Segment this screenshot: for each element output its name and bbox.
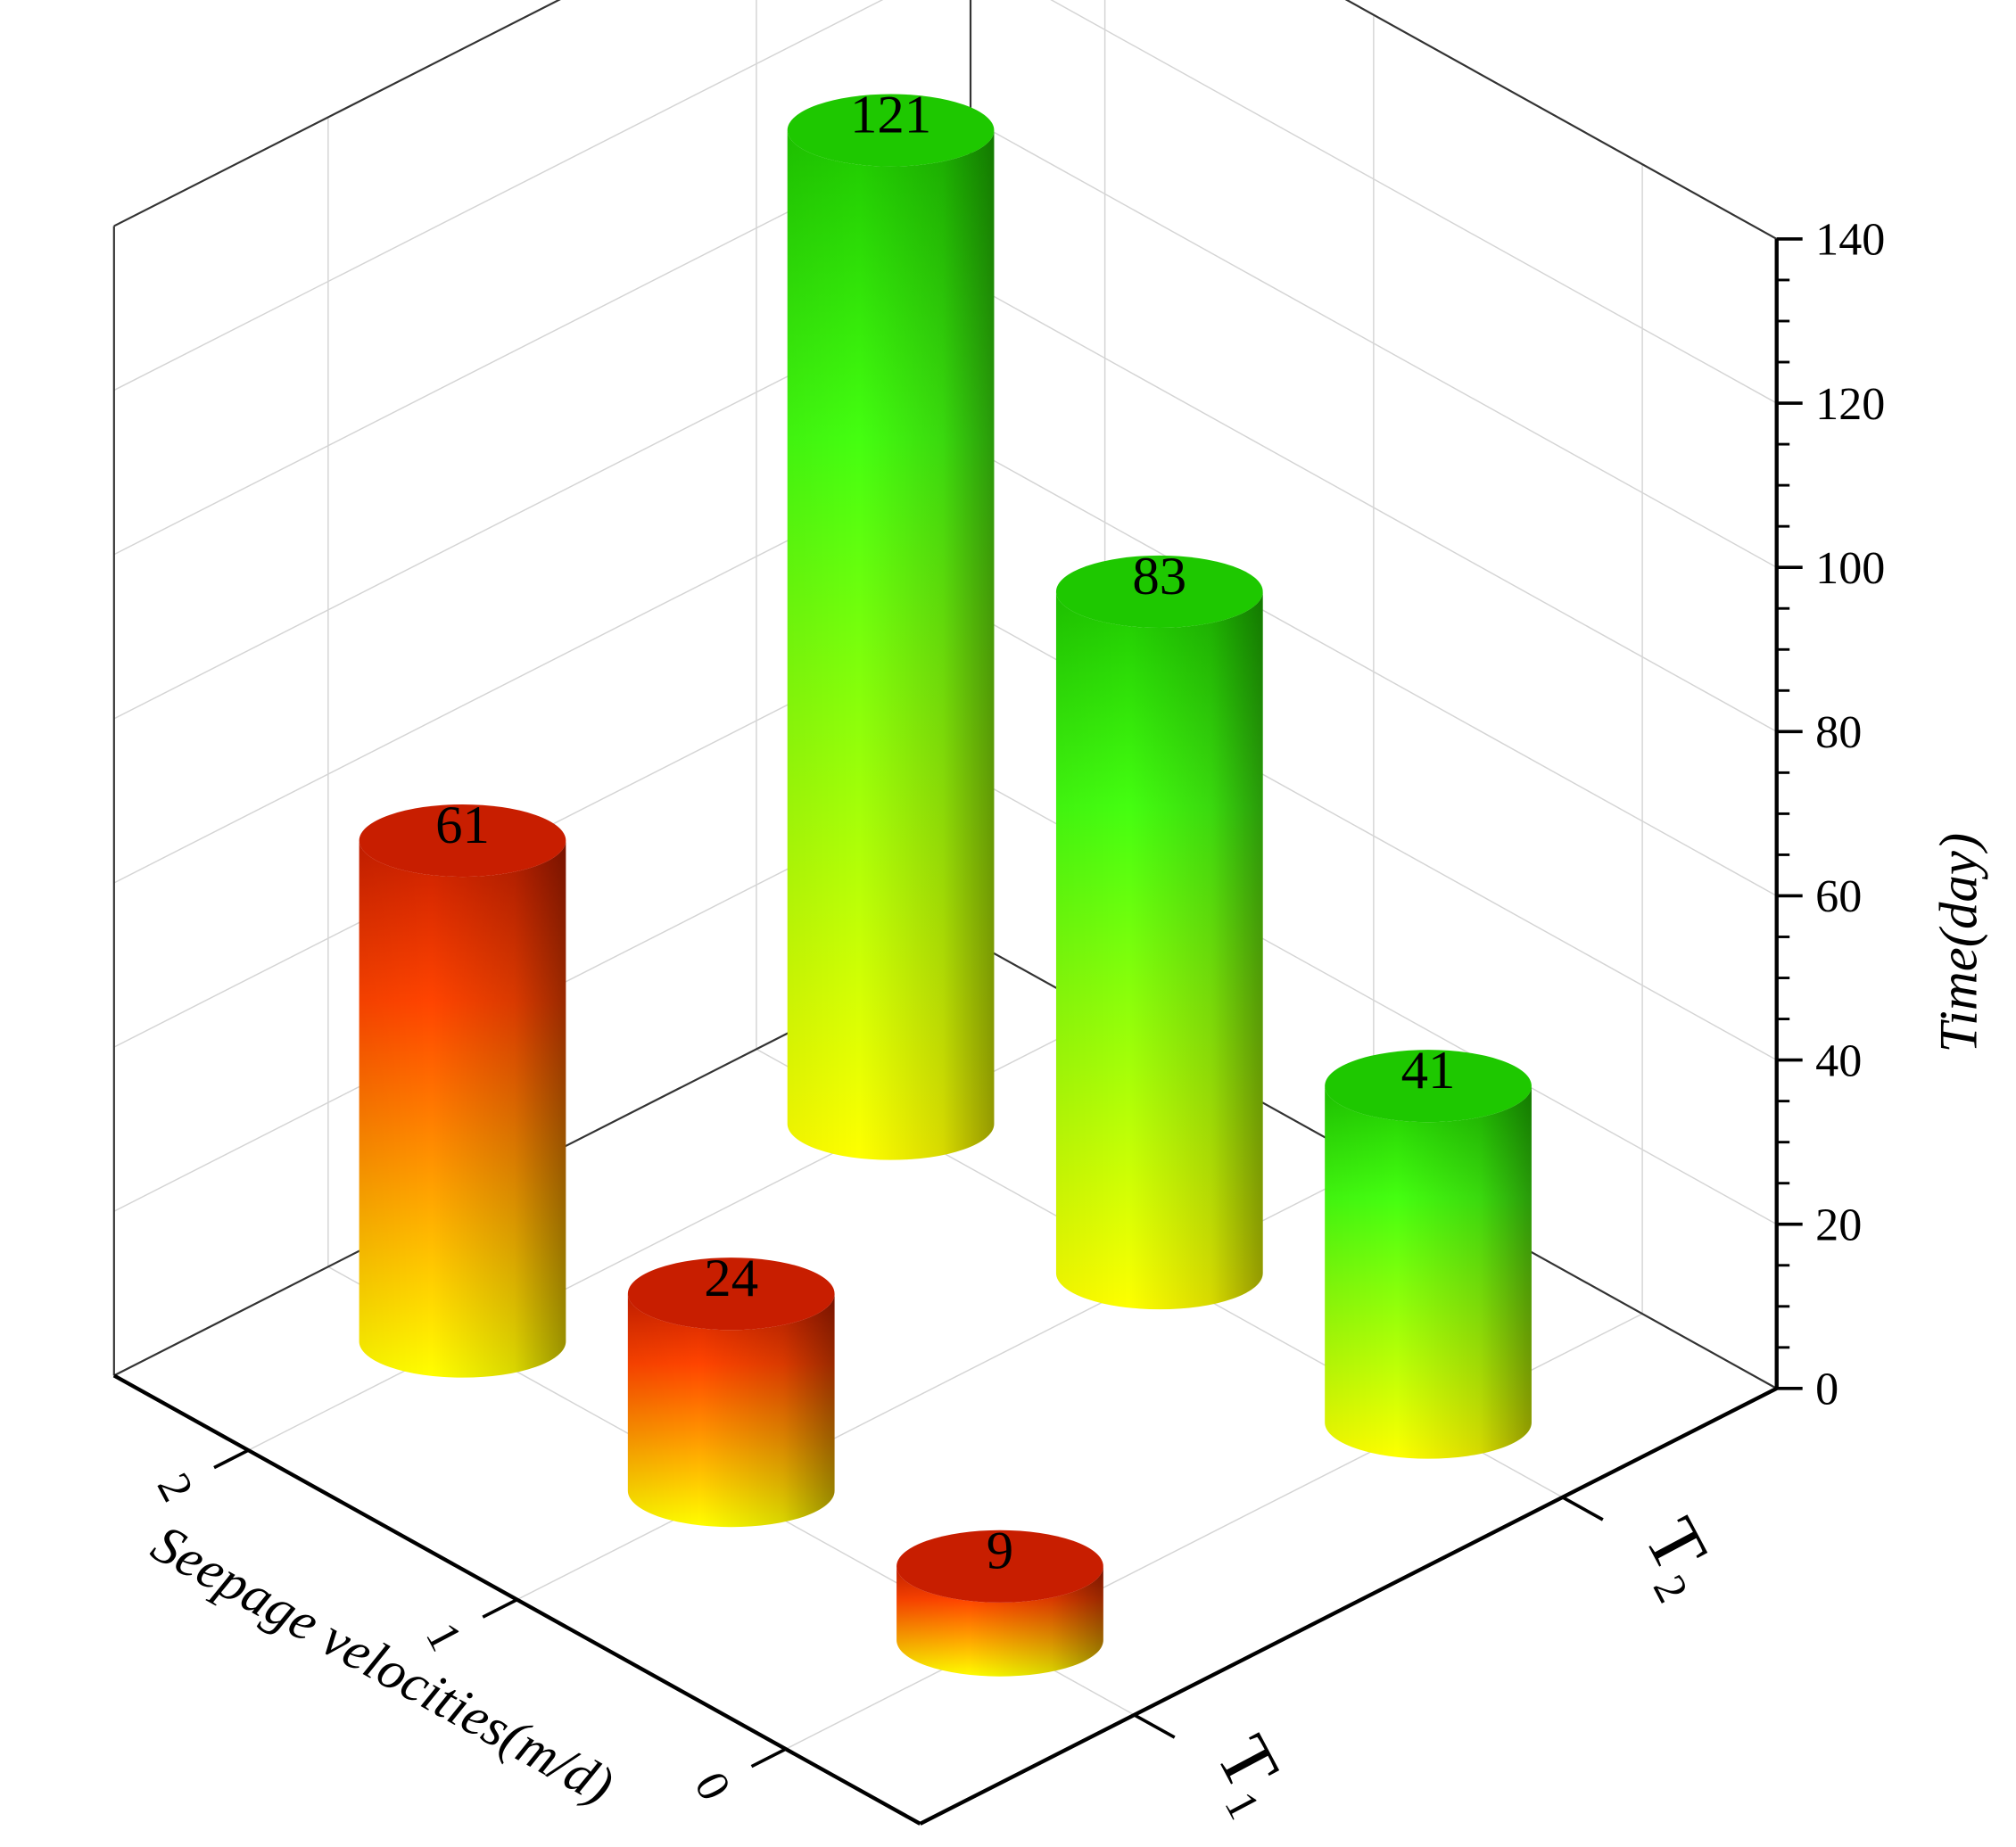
tick-mark [213,1448,250,1470]
x-tick-label: 0 [684,1764,740,1809]
bar-top [787,94,995,167]
value-label: 121 [850,85,931,144]
bar-shade [1055,591,1263,1310]
bar-shade [359,840,566,1378]
grid-line [113,0,1778,404]
y-tick-label: 80 [1815,707,1862,758]
y-tick-label: 120 [1815,379,1885,430]
y-tick-label: 100 [1815,543,1885,594]
tick-mark [1133,1713,1176,1739]
bar-shade [787,130,995,1160]
bar-top [1055,555,1263,629]
series-axis [919,1386,1778,1826]
value-label: 61 [435,796,490,855]
y-tick-label: 60 [1815,871,1862,922]
value-label: 41 [1401,1041,1456,1101]
x-tick-label: 2 [147,1465,203,1510]
value-label: 9 [987,1521,1013,1581]
tick-mark [482,1598,518,1619]
bar-top [896,1530,1103,1603]
bar-shade [896,1566,1103,1677]
bar-shade [1325,1085,1532,1459]
y-axis-title: Time(day) [1929,833,1989,1053]
y-tick-label: 40 [1815,1035,1862,1086]
value-label: 24 [704,1249,758,1308]
bar-top [359,804,566,878]
bar-top [627,1257,835,1331]
y-tick-label: 0 [1815,1365,1838,1415]
x-tick-label: 1 [416,1615,472,1660]
frame-line [113,0,1778,240]
legend-label: T₂ [1628,1505,1735,1608]
x-axis-title: Seepage velocities(m/d) [142,1513,623,1816]
legend-label: T₁ [1200,1723,1307,1826]
bar-top [1325,1050,1532,1123]
value-label: 83 [1132,547,1186,606]
bar-shade [627,1293,835,1528]
tick-mark [1561,1496,1604,1521]
y-tick-label: 140 [1815,215,1885,266]
tick-mark [750,1747,787,1769]
y-tick-label: 20 [1815,1200,1862,1250]
